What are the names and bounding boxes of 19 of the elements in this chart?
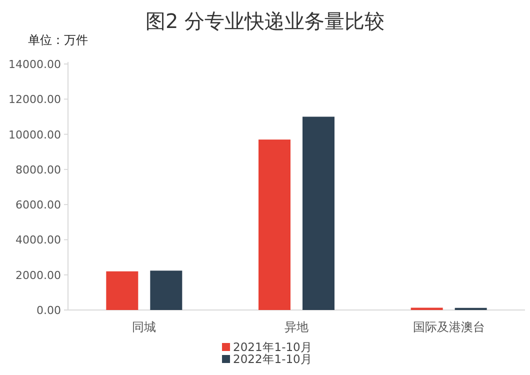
y-tick-label: 0.00: [36, 304, 61, 317]
bar: [302, 116, 334, 310]
y-tick-label: 14000.00: [8, 58, 61, 71]
y-tick-label: 2000.00: [16, 268, 61, 282]
y-tick-label: 4000.00: [16, 234, 61, 247]
bar: [150, 270, 182, 310]
legend-label: 2021年1-10月: [233, 340, 312, 354]
x-tick-label: 国际及港澳台: [412, 320, 485, 334]
chart-title: 图2 分专业快递业务量比较: [145, 9, 385, 33]
y-axis-title: 单位：万件: [28, 33, 88, 47]
bar: [106, 271, 138, 310]
x-tick-label: 异地: [284, 320, 308, 334]
y-tick-label: 10000.00: [8, 128, 61, 142]
y-tick-label: 8000.00: [16, 163, 61, 176]
legend-label: 2022年1-10月: [233, 352, 312, 366]
bar: [258, 140, 290, 310]
y-tick-label: 6000.00: [16, 198, 61, 212]
x-tick-label: 同城: [132, 320, 156, 334]
y-tick-label: 12000.00: [8, 93, 61, 106]
